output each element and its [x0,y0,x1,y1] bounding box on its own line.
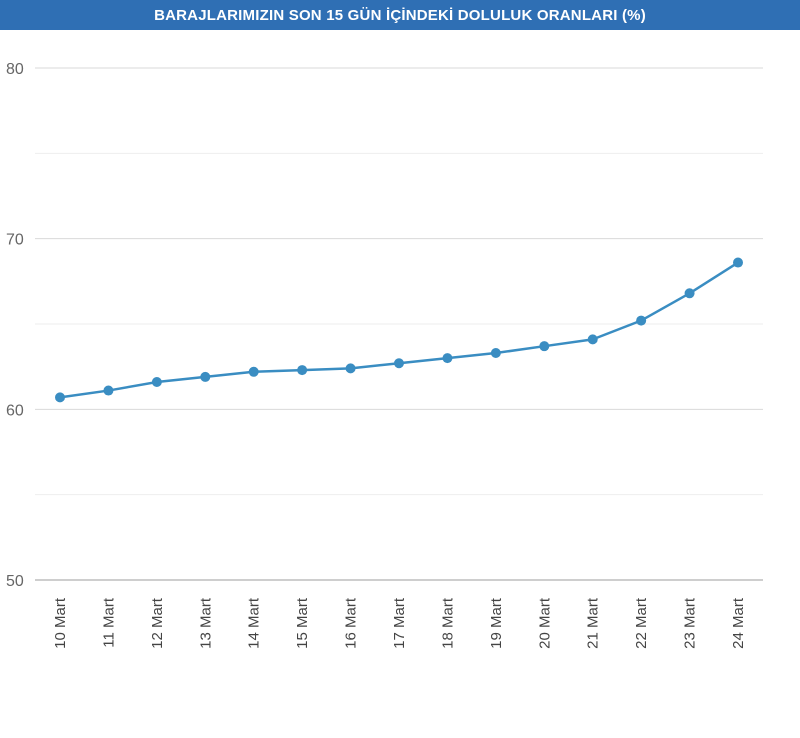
y-tick-label: 70 [6,232,24,249]
data-point [733,257,743,268]
x-tick-label: 24 Mart [730,597,747,649]
data-point [200,371,211,382]
data-point [587,334,598,345]
data-point [297,365,308,376]
chart-title-bar: BARAJLARIMIZIN SON 15 GÜN İÇİNDEKİ DOLUL… [0,0,800,30]
y-axis-ticks: 50 60 70 80 [6,61,24,590]
x-tick-label: 19 Mart [488,597,505,649]
x-tick-label: 14 Mart [246,597,263,649]
x-tick-label: 23 Mart [682,597,699,649]
data-point [55,392,65,403]
x-tick-label: 21 Mart [585,597,602,649]
series-group [55,257,743,403]
data-point [394,358,404,369]
x-tick-label: 17 Mart [391,597,408,649]
data-point [490,348,501,359]
y-tick-label: 80 [6,61,24,78]
x-tick-label: 20 Mart [536,597,553,649]
chart-title: BARAJLARIMIZIN SON 15 GÜN İÇİNDEKİ DOLUL… [154,6,646,24]
grid-lines [35,67,763,581]
x-tick-label: 15 Mart [294,597,311,649]
data-point [684,288,695,299]
x-tick-label: 22 Mart [633,597,650,649]
x-axis-ticks: 10 Mart 11 Mart 12 Mart 13 Mart 14 Mart 15 Ma… [52,597,747,649]
data-point [248,366,259,377]
x-tick-label: 13 Mart [197,597,214,649]
x-tick-label: 10 Mart [52,597,69,649]
data-point [442,353,453,364]
x-tick-label: 12 Mart [149,597,166,649]
y-tick-label: 50 [6,573,24,590]
x-tick-label: 11 Mart [100,597,117,648]
data-point [103,385,114,396]
data-point [151,377,162,388]
y-tick-label: 60 [6,402,24,419]
data-point [539,341,550,352]
data-point [636,315,647,326]
x-tick-label: 18 Mart [439,597,456,649]
series-line [59,261,739,399]
x-tick-label: 16 Mart [343,597,360,649]
data-point [345,363,356,374]
